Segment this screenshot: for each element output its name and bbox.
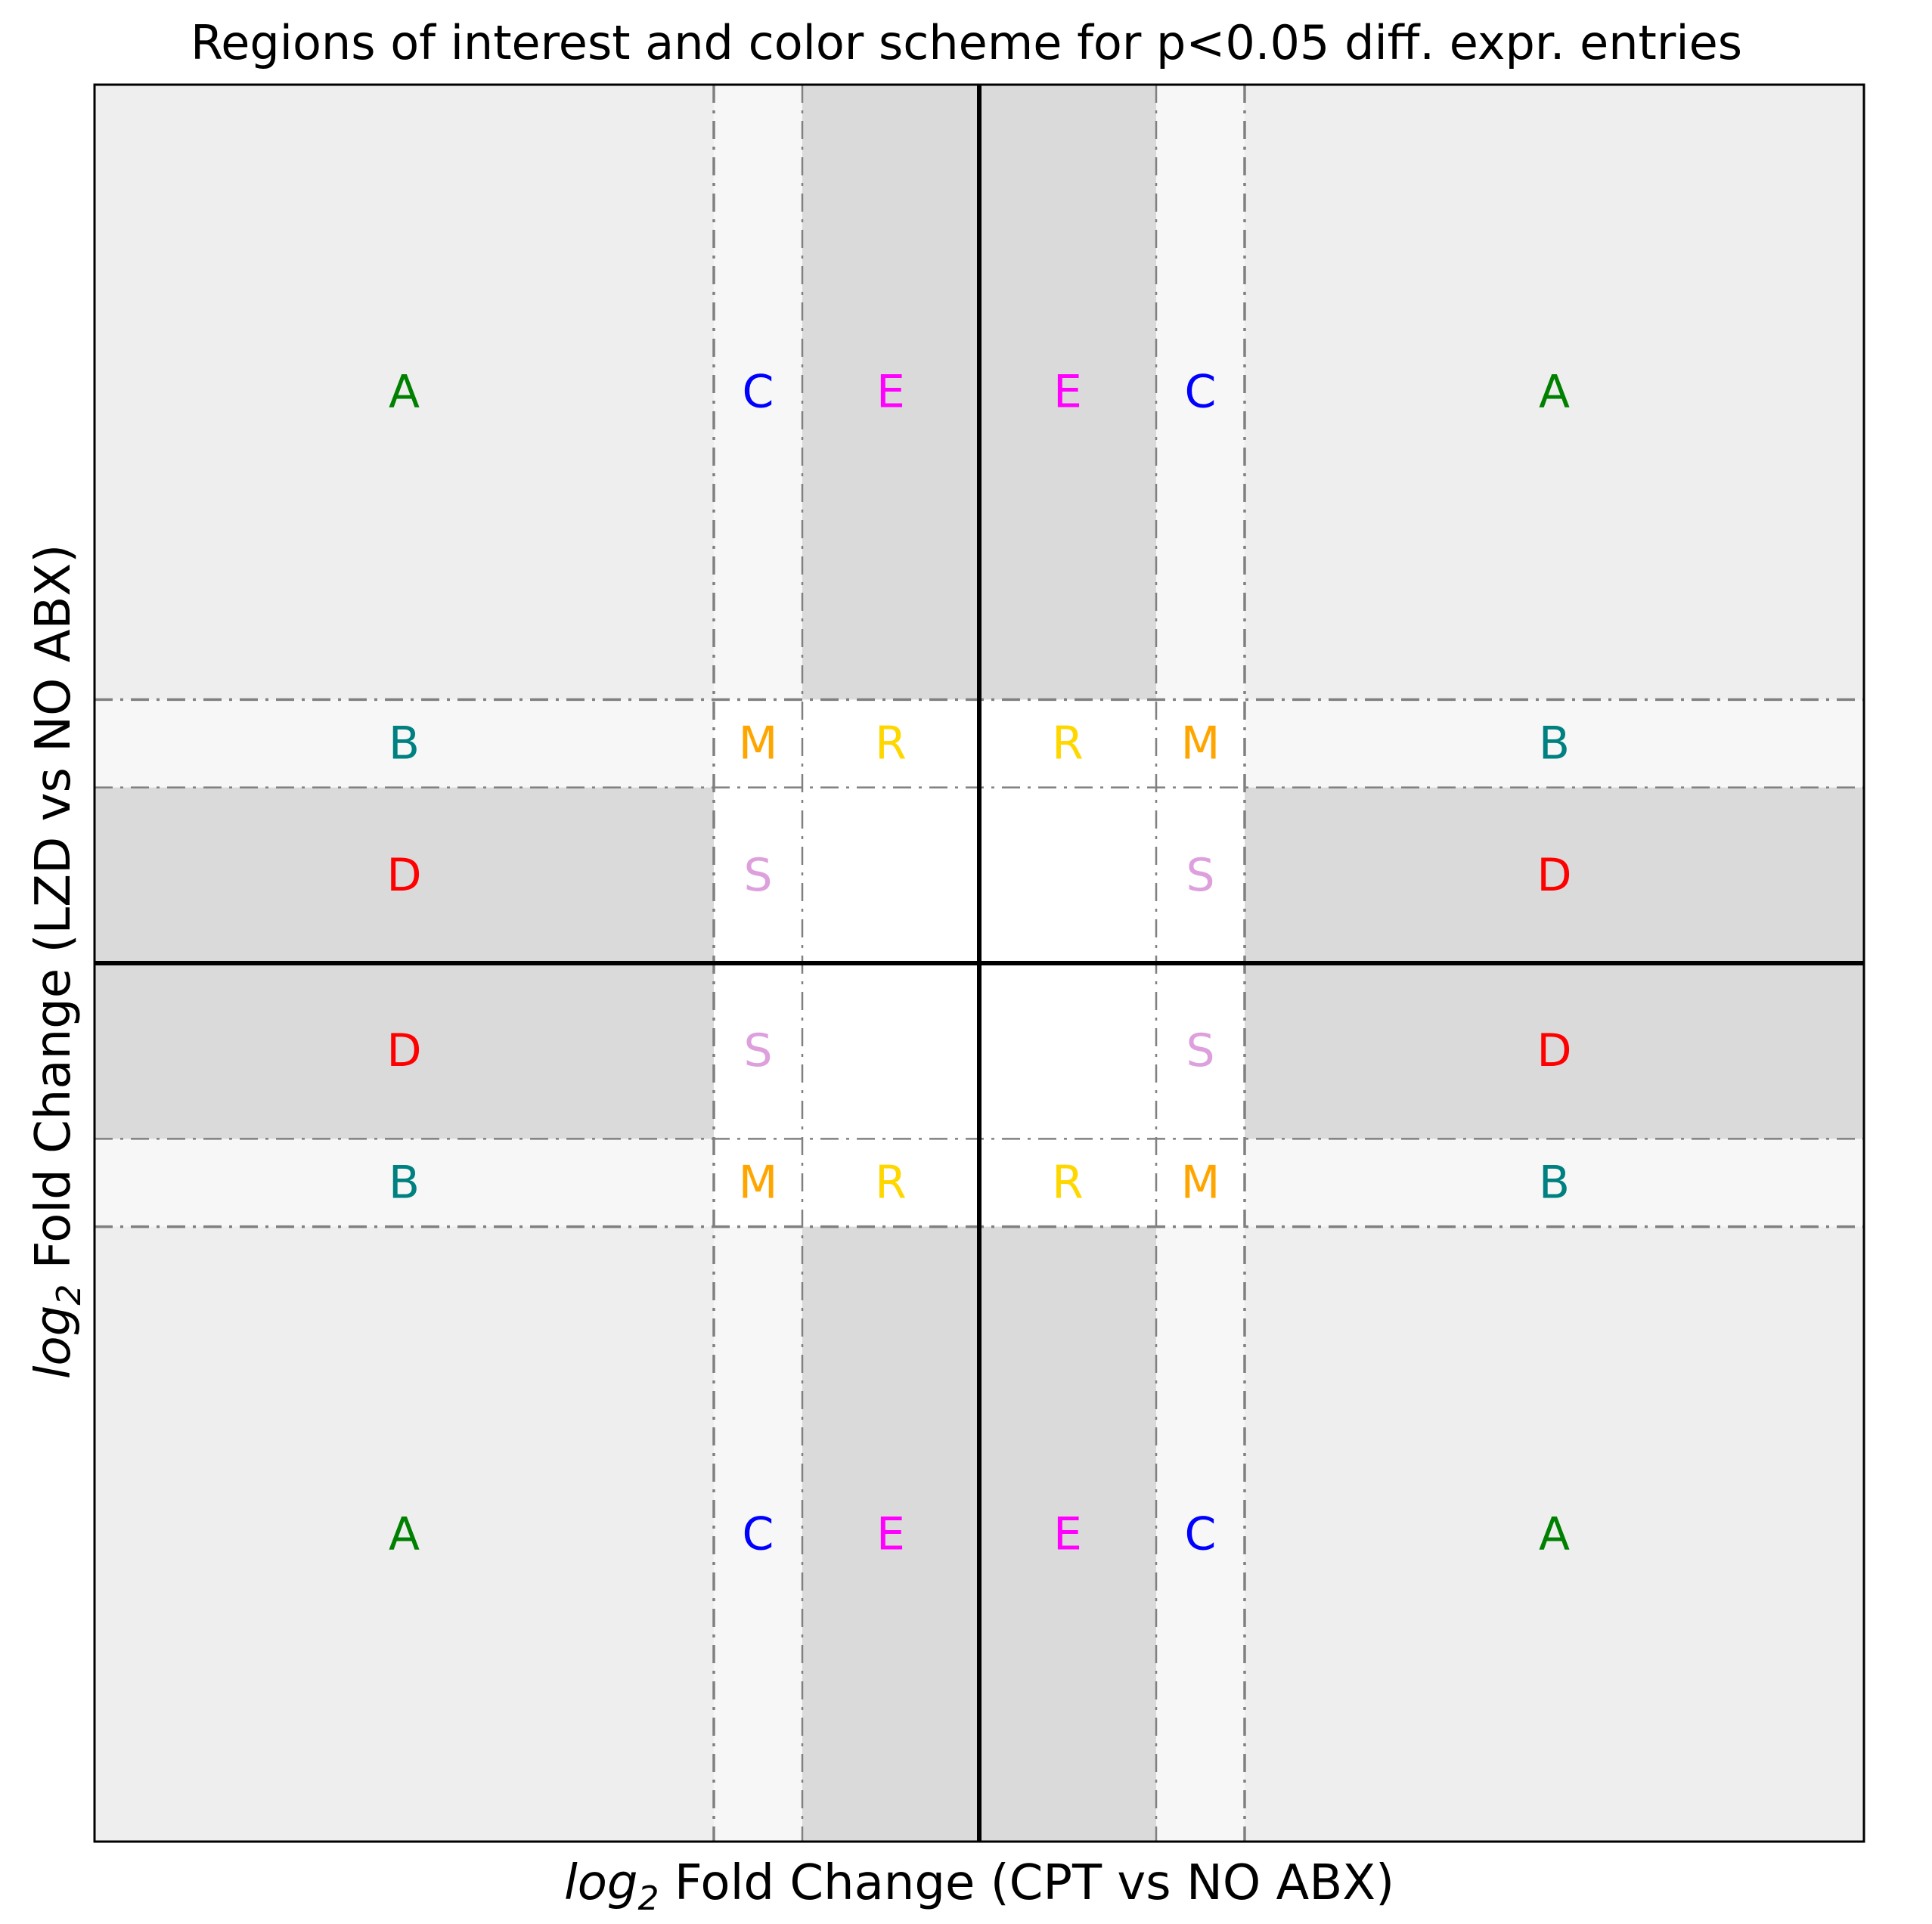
region-label-d-15: D — [1537, 849, 1571, 902]
dividers-layer — [95, 85, 1864, 1842]
region-label-a-5: A — [1539, 366, 1570, 419]
region-label-a-31: A — [1539, 1507, 1570, 1560]
region-label-r-23: R — [1052, 1157, 1084, 1210]
region-label-b-6: B — [389, 717, 420, 770]
region-label-e-29: E — [1053, 1507, 1082, 1560]
region-band-9 — [1245, 699, 1864, 788]
region-label-m-24: M — [1181, 1157, 1220, 1210]
region-label-e-3: E — [1053, 366, 1082, 419]
x-axis-label-text: Fold Change (CPT vs NO ABX) — [659, 1855, 1395, 1911]
region-label-d-16: D — [386, 1024, 421, 1077]
x-axis-label: log2 Fold Change (CPT vs NO ABX) — [564, 1855, 1394, 1918]
region-label-r-8: R — [875, 717, 907, 770]
region-label-a-26: A — [389, 1507, 420, 1560]
region-band-7 — [1156, 1226, 1245, 1842]
region-label-m-10: M — [1181, 717, 1220, 770]
plot-area: A C E E C A B M R R M B D S S D D S S D B M R R M B A C E E C A — [93, 83, 1865, 1843]
region-label-e-2: E — [876, 366, 905, 419]
region-label-b-25: B — [1539, 1157, 1570, 1210]
region-band-6 — [714, 1226, 802, 1842]
y-axis-label-log: log — [26, 1306, 82, 1380]
region-band-2 — [95, 1226, 714, 1842]
y-axis-label-text: Fold Change (LZD vs NO ABX) — [26, 544, 82, 1284]
region-label-c-30: C — [1185, 1507, 1217, 1560]
region-band-10 — [95, 1139, 714, 1227]
region-label-e-28: E — [876, 1507, 905, 1560]
chart-title: Regions of interest and color scheme for… — [191, 15, 1742, 70]
region-band-5 — [1156, 85, 1245, 700]
region-band-0 — [95, 85, 714, 700]
region-label-b-11: B — [1539, 717, 1570, 770]
x-axis-label-subscript: 2 — [638, 1879, 659, 1918]
labels-layer: A C E E C A B M R R M B D S S D D S S D B M R R M B A C E E C A — [386, 366, 1571, 1561]
region-label-s-13: S — [743, 849, 772, 902]
region-label-a-0: A — [389, 366, 420, 419]
plot-frame — [93, 83, 1865, 1843]
region-label-b-20: B — [389, 1157, 420, 1210]
region-label-d-19: D — [1537, 1024, 1571, 1077]
region-band-8 — [95, 699, 714, 788]
region-label-s-17: S — [743, 1024, 772, 1077]
region-label-r-9: R — [1052, 717, 1084, 770]
region-label-m-7: M — [739, 717, 778, 770]
y-axis-label: log2 Fold Change (LZD vs NO ABX) — [26, 544, 88, 1379]
region-label-m-21: M — [739, 1157, 778, 1210]
region-label-d-12: D — [386, 849, 421, 902]
x-axis-label-log: log — [564, 1855, 638, 1911]
region-band-4 — [714, 85, 802, 700]
region-label-c-4: C — [1185, 366, 1217, 419]
region-band-1 — [1245, 85, 1864, 700]
region-label-r-22: R — [875, 1157, 907, 1210]
region-label-s-18: S — [1186, 1024, 1214, 1077]
region-label-c-27: C — [743, 1507, 774, 1560]
region-label-s-14: S — [1186, 849, 1214, 902]
region-label-c-1: C — [743, 366, 774, 419]
y-axis-label-subscript: 2 — [50, 1284, 88, 1306]
region-band-11 — [1245, 1139, 1864, 1227]
region-band-3 — [1245, 1226, 1864, 1842]
